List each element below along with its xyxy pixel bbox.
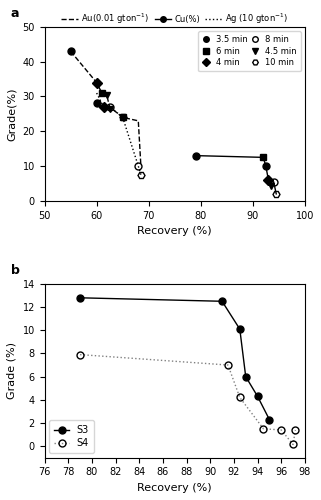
S3	[256, 394, 259, 400]
S3	[244, 374, 247, 380]
S3	[220, 298, 224, 304]
S4	[78, 352, 82, 358]
S4	[293, 427, 297, 433]
Legend: 3.5 min, 6 min, 4 min, 8 min, 4.5 min, 10 min: 3.5 min, 6 min, 4 min, 8 min, 4.5 min, 1…	[198, 31, 301, 72]
X-axis label: Recovery (%): Recovery (%)	[137, 226, 212, 236]
S4	[279, 427, 283, 433]
S4	[226, 362, 230, 368]
Line: S4: S4	[77, 351, 299, 448]
Text: b: b	[11, 264, 20, 277]
Y-axis label: Grade(%): Grade(%)	[7, 87, 17, 141]
Text: a: a	[11, 7, 19, 20]
X-axis label: Recovery (%): Recovery (%)	[137, 483, 212, 493]
S4	[262, 426, 265, 432]
S3	[267, 416, 271, 422]
S3	[78, 295, 82, 301]
S4	[291, 442, 295, 448]
S3	[238, 326, 242, 332]
Legend: S3, S4: S3, S4	[49, 420, 94, 453]
S4	[238, 394, 242, 400]
Y-axis label: Grade (%): Grade (%)	[7, 342, 17, 400]
Line: S3: S3	[77, 294, 273, 423]
